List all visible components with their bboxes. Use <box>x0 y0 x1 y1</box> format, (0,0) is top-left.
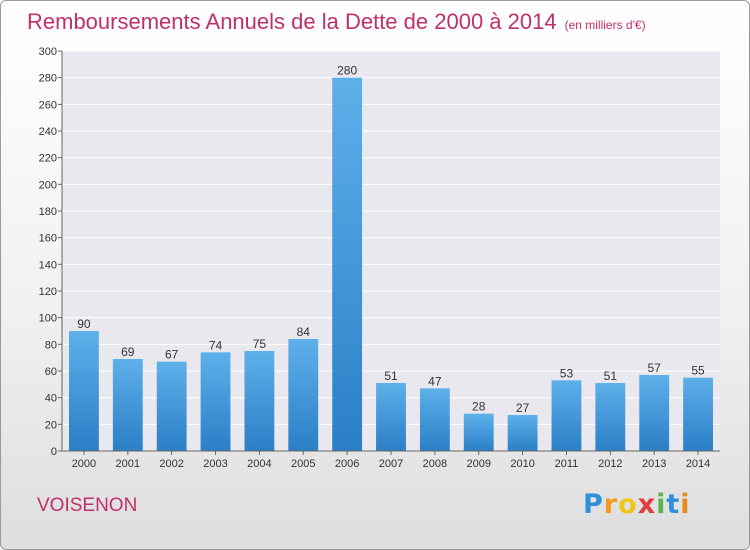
logo-letter: r <box>603 489 619 520</box>
bar-value-label: 55 <box>691 364 705 378</box>
x-tick-label: 2011 <box>555 458 579 470</box>
bar <box>639 375 670 451</box>
x-tick-label: 2013 <box>642 458 666 470</box>
bar-value-label: 75 <box>253 337 267 351</box>
y-tick-label: 280 <box>39 73 57 85</box>
bar <box>156 361 187 451</box>
bar <box>376 383 406 451</box>
bar-value-label: 53 <box>560 366 574 380</box>
x-tick-label: 2010 <box>510 458 534 470</box>
bar <box>463 413 494 451</box>
bar <box>332 77 363 452</box>
bar-value-label: 47 <box>428 374 442 388</box>
chart-title: Remboursements Annuels de la Dette de 20… <box>27 9 646 35</box>
y-tick-label: 60 <box>45 366 57 378</box>
logo-letter: i <box>656 489 667 520</box>
y-tick-label: 40 <box>45 393 57 405</box>
bar <box>683 377 713 451</box>
x-tick-label: 2006 <box>335 458 359 470</box>
y-tick-label: 220 <box>39 153 57 165</box>
bar <box>69 331 99 451</box>
logo-letter: t <box>666 489 681 520</box>
logo-letter: i <box>680 489 691 520</box>
logo-letter: P <box>583 489 604 520</box>
bar-value-label: 84 <box>297 325 311 339</box>
proxiti-logo: Proxiti <box>583 489 691 520</box>
logo-letter: o <box>618 489 638 520</box>
bar-value-label: 74 <box>209 338 223 352</box>
y-tick-label: 200 <box>39 179 57 191</box>
y-tick-label: 80 <box>45 339 57 351</box>
y-tick-label: 140 <box>39 259 57 271</box>
bar-value-label: 90 <box>77 317 91 331</box>
title-text: Remboursements Annuels de la Dette de 20… <box>27 9 557 34</box>
x-tick-label: 2004 <box>247 458 271 470</box>
y-tick-label: 120 <box>39 286 57 298</box>
logo-letter: x <box>637 489 657 520</box>
location-name: VOISENON <box>37 495 138 516</box>
bar-value-label: 280 <box>337 64 357 78</box>
x-tick-label: 2007 <box>379 458 403 470</box>
bar <box>244 351 275 451</box>
y-tick-label: 100 <box>39 313 57 325</box>
bar-value-label: 69 <box>121 345 135 359</box>
bar-value-label: 67 <box>165 348 179 362</box>
x-tick-label: 2002 <box>159 458 183 470</box>
x-tick-label: 2003 <box>203 458 227 470</box>
y-tick-label: 260 <box>39 99 57 111</box>
bar <box>595 383 626 451</box>
y-tick-label: 240 <box>39 126 57 138</box>
bar <box>200 352 231 451</box>
x-tick-label: 2005 <box>291 458 315 470</box>
bar-value-label: 28 <box>472 400 486 414</box>
y-tick-label: 20 <box>45 419 57 431</box>
bar-value-label: 27 <box>516 401 530 415</box>
title-unit: (en milliers d'€) <box>564 18 646 32</box>
x-tick-label: 2008 <box>423 458 447 470</box>
bar <box>419 388 450 451</box>
x-tick-label: 2014 <box>686 458 710 470</box>
y-tick-label: 160 <box>39 233 57 245</box>
bar <box>112 359 143 451</box>
bar-value-label: 51 <box>384 369 398 383</box>
bar-value-label: 51 <box>604 369 618 383</box>
bar-value-label: 57 <box>648 361 662 375</box>
x-tick-label: 2001 <box>116 458 140 470</box>
x-tick-label: 2012 <box>598 458 622 470</box>
x-tick-label: 2000 <box>72 458 96 470</box>
y-tick-label: 300 <box>39 46 57 58</box>
bar <box>551 380 582 451</box>
bar <box>507 415 538 451</box>
y-tick-label: 0 <box>51 446 57 458</box>
bar <box>288 339 319 451</box>
x-tick-label: 2009 <box>466 458 490 470</box>
y-tick-label: 180 <box>39 206 57 218</box>
